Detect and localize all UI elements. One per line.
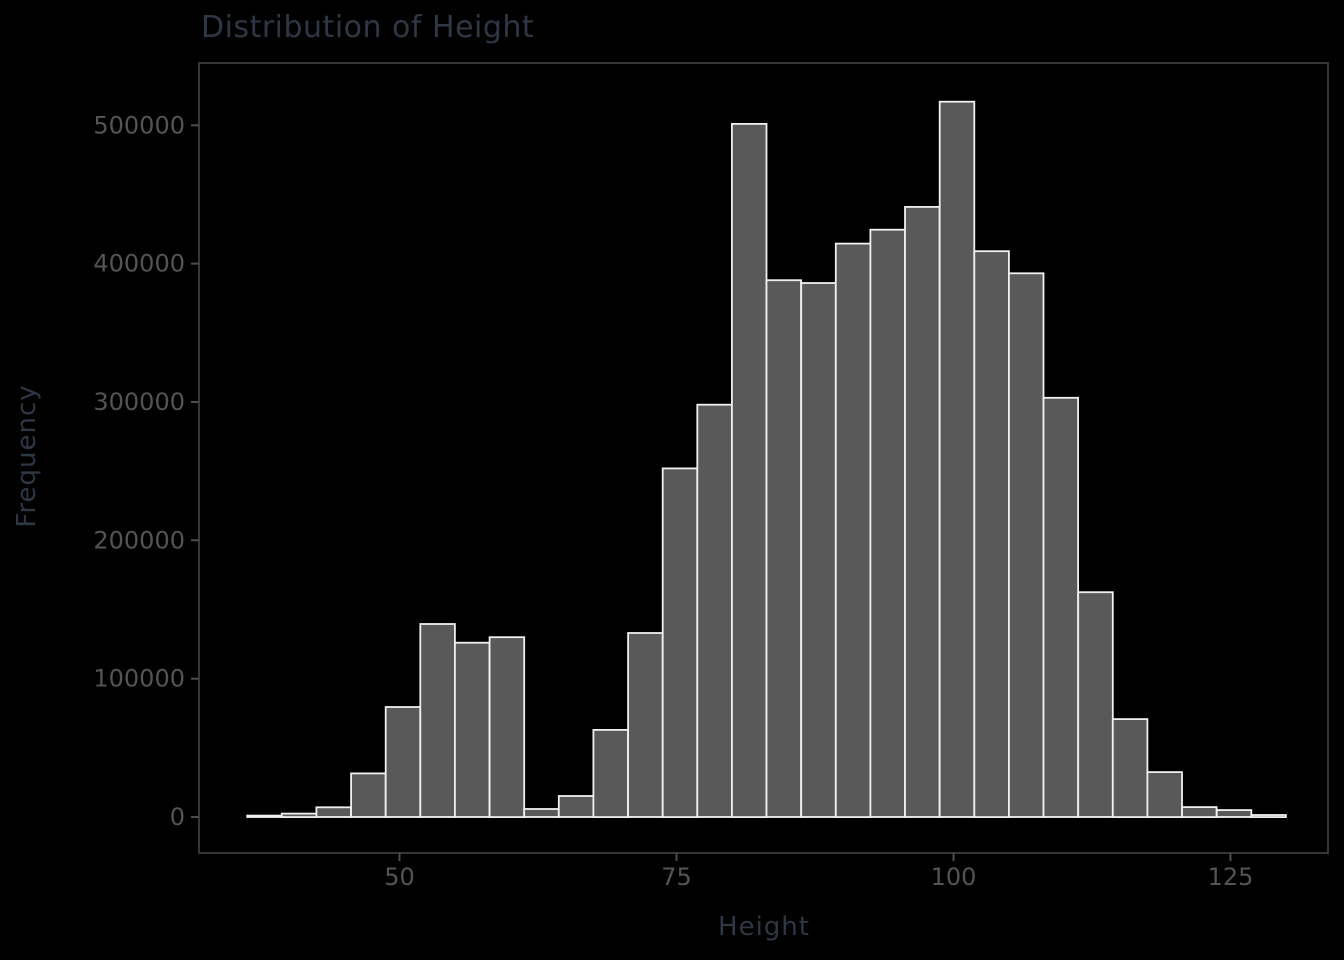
x-tick-label: 100 [931, 863, 977, 891]
histogram-bar [904, 205, 941, 818]
x-tick-label: 125 [1208, 863, 1254, 891]
histogram-bar [592, 729, 629, 819]
histogram-bar [938, 100, 976, 818]
histogram-bar [557, 795, 595, 818]
histogram-bar [1250, 814, 1287, 818]
histogram-bar [765, 279, 802, 818]
histogram-bar [523, 808, 560, 818]
histogram-bar [869, 228, 906, 818]
y-tick-label: 400000 [93, 250, 185, 278]
histogram-bar [384, 706, 422, 818]
y-tick-label: 300000 [93, 388, 185, 416]
panel-border [198, 62, 1329, 854]
histogram-bar [453, 641, 491, 818]
histogram-bar [1077, 591, 1114, 818]
histogram-bar [488, 636, 526, 819]
histogram-bar [973, 250, 1010, 819]
histogram-bar [1146, 771, 1183, 818]
chart-title: Distribution of Height [201, 10, 535, 45]
histogram-bar [246, 814, 283, 818]
y-tick-label: 0 [170, 803, 185, 831]
y-axis-title: Frequency [12, 384, 42, 528]
histogram-bar [696, 403, 733, 818]
histogram-bar [315, 806, 352, 818]
y-tick-label: 100000 [93, 665, 185, 693]
histogram-bar [834, 242, 872, 819]
y-tick-label: 200000 [93, 526, 185, 554]
histogram-bar [627, 632, 664, 818]
histogram-bar [1181, 806, 1218, 818]
histogram-bar [1215, 809, 1253, 818]
histogram-bar [800, 282, 837, 818]
x-tick-label: 50 [384, 863, 415, 891]
histogram-bar [1111, 718, 1149, 818]
histogram-bar [1008, 272, 1045, 818]
histogram-bar [419, 623, 456, 818]
x-axis-title: Height [718, 912, 810, 942]
x-tick-label: 75 [661, 863, 692, 891]
y-tick-label: 500000 [93, 111, 185, 139]
histogram-bar [350, 772, 387, 818]
histogram-bar [731, 123, 768, 819]
histogram-bar [1042, 396, 1079, 818]
histogram-bar [280, 812, 318, 818]
histogram-bar [661, 467, 699, 819]
